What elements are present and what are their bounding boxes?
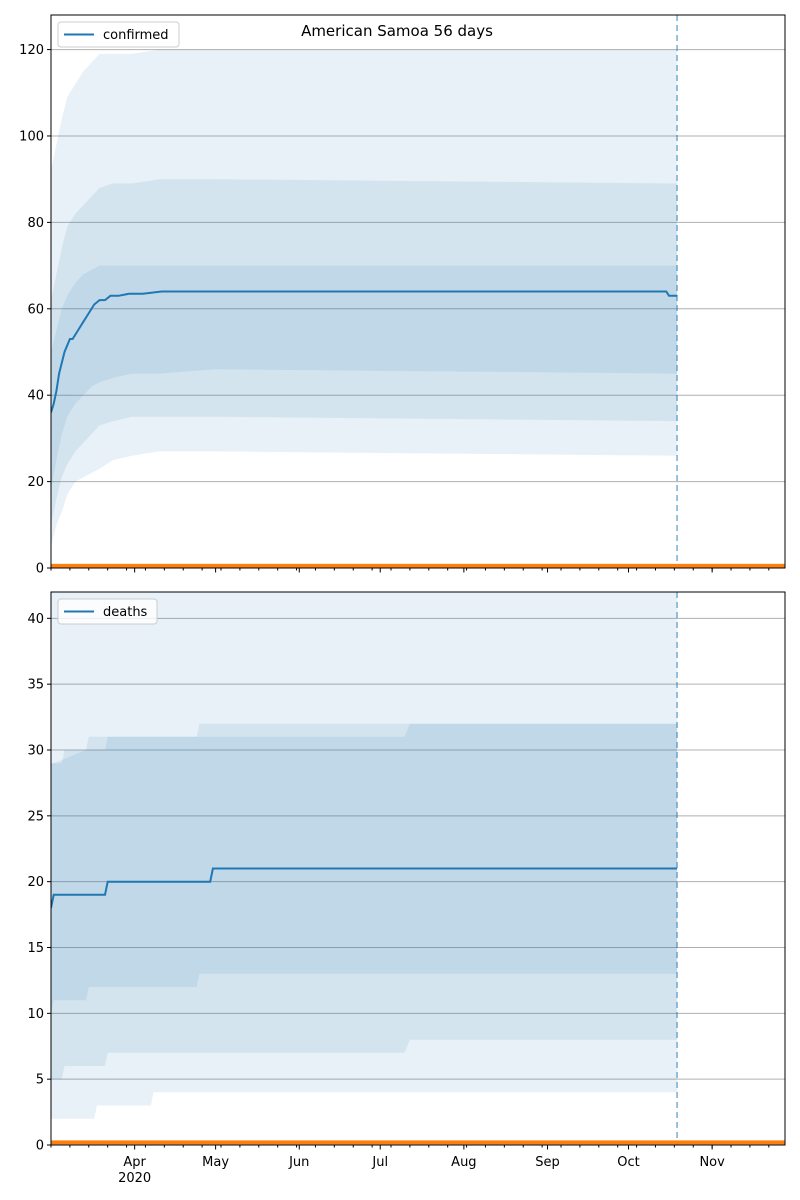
confirmed-panel: 0 20 40 60 80 100 120 confirmed bbox=[19, 14, 786, 577]
y-tick-label: 5 bbox=[36, 1073, 44, 1088]
x-tick-label: Oct bbox=[617, 1155, 639, 1170]
band-outer bbox=[51, 592, 678, 1119]
legend-label: deaths bbox=[103, 605, 148, 620]
band-middle bbox=[51, 723, 678, 1080]
x-tick-label: Jul bbox=[371, 1155, 388, 1170]
x-tick-label: Nov bbox=[699, 1155, 725, 1170]
figure-title: American Samoa 56 days bbox=[301, 22, 493, 40]
legend-box bbox=[57, 598, 158, 625]
y-tick-label: 120 bbox=[19, 43, 44, 58]
y-tick-label: 40 bbox=[27, 389, 44, 404]
y-tick-label: 15 bbox=[27, 941, 44, 956]
x-tick-label: Jun bbox=[288, 1155, 309, 1170]
y-tick-label: 60 bbox=[27, 302, 44, 317]
y-tick-label: 10 bbox=[27, 1007, 44, 1022]
series-line-confirmed bbox=[51, 290, 678, 413]
y-tick-label: 25 bbox=[27, 809, 44, 824]
deaths-panel: 0 5 10 15 20 25 30 35 40 Apr May Jun Jul Aug Sep Oct Nov… bbox=[27, 591, 786, 1186]
x-tick-label: Apr bbox=[123, 1155, 146, 1170]
axes-frame bbox=[50, 591, 786, 1146]
legend-box bbox=[57, 21, 180, 48]
y-tick-label: 40 bbox=[27, 612, 44, 627]
x-tick-label: Sep bbox=[535, 1155, 560, 1170]
band-outer bbox=[51, 49, 678, 547]
y-tick-label: 0 bbox=[36, 562, 44, 577]
legend-label: confirmed bbox=[103, 28, 169, 43]
plot-area bbox=[51, 592, 785, 1145]
y-tick-label: 100 bbox=[19, 129, 44, 144]
x-year-label: 2020 bbox=[118, 1171, 151, 1186]
y-tick-label: 35 bbox=[27, 678, 44, 693]
plot-area bbox=[51, 15, 785, 568]
y-tick-label: 80 bbox=[27, 216, 44, 231]
x-tick-label: May bbox=[202, 1155, 229, 1170]
y-tick-label: 30 bbox=[27, 744, 44, 759]
band-inner bbox=[51, 265, 678, 491]
band-middle bbox=[51, 179, 678, 525]
axes-frame bbox=[50, 14, 786, 569]
y-tick-label: 20 bbox=[27, 475, 44, 490]
series-line-deaths bbox=[51, 867, 678, 909]
y-tick-label: 20 bbox=[27, 875, 44, 890]
x-tick-label: Aug bbox=[451, 1155, 476, 1170]
y-tick-label: 0 bbox=[36, 1139, 44, 1154]
